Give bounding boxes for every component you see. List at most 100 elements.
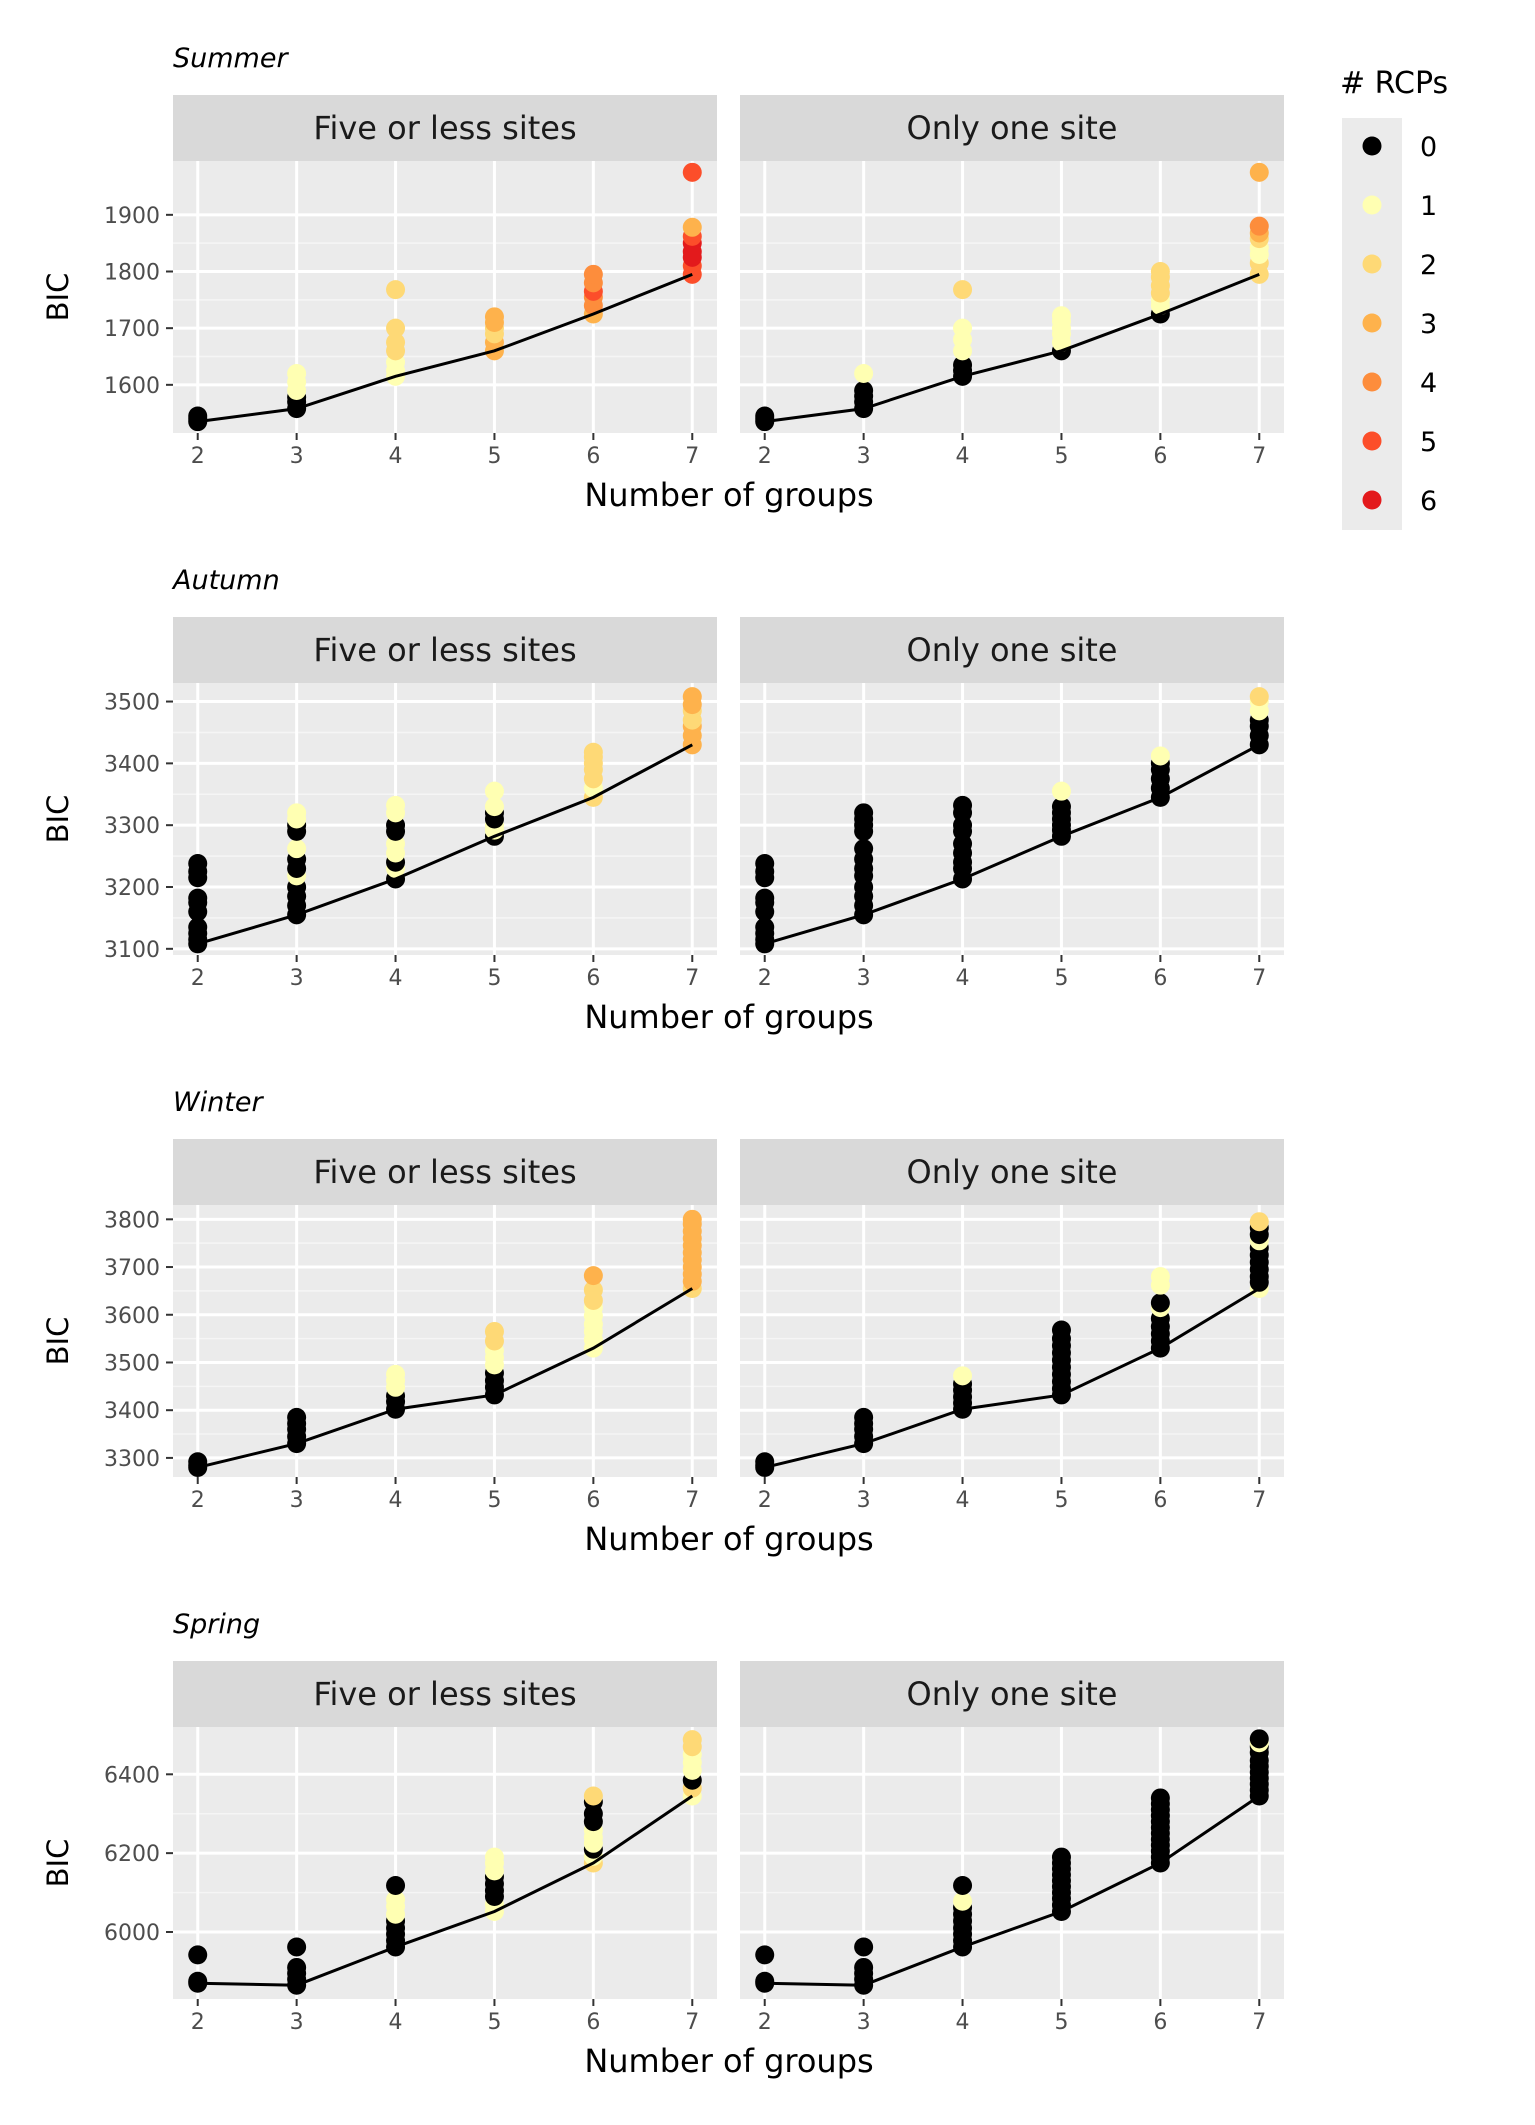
season-block-autumn: Autumn BIC Number of groups Five or less si… [41, 565, 1284, 1036]
data-point [386, 795, 406, 815]
season-title: Summer [173, 43, 289, 74]
data-point [287, 839, 307, 859]
data-point [1249, 687, 1269, 707]
y-tick-label: 3500 [104, 1351, 160, 1376]
x-tick-label: 6 [586, 1488, 600, 1513]
data-point [287, 1957, 307, 1977]
x-tick-label: 4 [389, 966, 403, 991]
x-tick-label: 3 [290, 966, 304, 991]
x-axis-label: Number of groups [584, 2042, 873, 2080]
x-tick-label: 4 [956, 444, 970, 469]
x-tick-label: 3 [857, 1488, 871, 1513]
y-axis-label: BIC [41, 1839, 75, 1888]
x-tick-label: 7 [1252, 444, 1266, 469]
facet-strip [740, 1139, 1284, 1205]
facet-panel-five-or-less-sites: Five or less sites 2 3 4 5 6 7 3300 3400 3500 3600… [104, 1139, 717, 1513]
facet-strip-label: Five or less sites [313, 1675, 576, 1713]
facet-strip [173, 617, 717, 683]
y-tick-label: 3700 [104, 1256, 160, 1281]
data-point [188, 1452, 208, 1472]
facet-strip [740, 617, 1284, 683]
facet-strip-label: Only one site [907, 109, 1118, 147]
data-point [1150, 1267, 1170, 1287]
y-axis-label: BIC [41, 795, 75, 844]
x-tick-label: 5 [1054, 1488, 1068, 1513]
data-point [386, 318, 406, 338]
season-title: Winter [173, 1087, 265, 1118]
season-title: Autumn [171, 565, 280, 596]
x-tick-label: 7 [685, 2010, 699, 2035]
data-point [854, 1407, 874, 1427]
x-tick-label: 2 [758, 444, 772, 469]
data-point [583, 1266, 603, 1286]
legend-key-6 [1362, 490, 1382, 510]
legend-key-4 [1362, 372, 1382, 392]
x-tick-label: 4 [389, 2010, 403, 2035]
facet-strip-label: Five or less sites [313, 109, 576, 147]
data-point [1150, 1788, 1170, 1808]
legend-title: # RCPs [1340, 66, 1448, 101]
facet-strip-label: Only one site [907, 1675, 1118, 1713]
data-point [1150, 262, 1170, 281]
data-point [755, 1452, 775, 1472]
min-bic-line [197, 1794, 694, 1987]
data-point [682, 217, 702, 237]
x-tick-label: 7 [685, 1488, 699, 1513]
data-point [386, 1364, 406, 1384]
x-tick-label: 2 [758, 966, 772, 991]
data-point [1051, 1847, 1071, 1867]
data-point [386, 1875, 406, 1895]
facet-panel-only-one-site: Only one site 2 3 4 5 6 7 [740, 95, 1284, 469]
y-tick-label: 1600 [104, 374, 160, 399]
x-tick-label: 5 [487, 966, 501, 991]
x-tick-label: 5 [1054, 966, 1068, 991]
data-point [188, 1971, 208, 1991]
y-tick-label: 6200 [104, 1842, 160, 1867]
x-tick-label: 2 [191, 444, 205, 469]
data-point [854, 381, 874, 400]
facet-panel-only-one-site: Only one site 2 3 4 5 6 7 [740, 1139, 1284, 1513]
data-point [755, 1971, 775, 1991]
data-point [755, 888, 775, 908]
x-tick-label: 3 [857, 444, 871, 469]
panel-background [173, 161, 717, 433]
x-tick-label: 2 [758, 2010, 772, 2035]
x-tick-label: 6 [1153, 1488, 1167, 1513]
x-tick-label: 5 [487, 2010, 501, 2035]
data-point [1051, 797, 1071, 817]
facet-panel-five-or-less-sites: Five or less sites 2 3 4 5 6 7 3100 3200 3300 3400… [104, 617, 717, 991]
data-point [953, 795, 973, 815]
facet-strip-label: Only one site [907, 1153, 1118, 1191]
y-tick-label: 3600 [104, 1304, 160, 1329]
x-tick-label: 7 [1252, 1488, 1266, 1513]
x-tick-label: 7 [685, 966, 699, 991]
data-point [188, 406, 208, 426]
data-point [755, 854, 775, 874]
data-point [484, 1847, 504, 1867]
min-bic-line [197, 743, 693, 946]
panel-background [173, 1205, 717, 1477]
data-point [1249, 216, 1269, 236]
x-tick-label: 3 [290, 444, 304, 469]
legend-key-2 [1362, 254, 1382, 274]
data-point [188, 1945, 208, 1965]
panel-background [173, 1727, 717, 1999]
x-tick-label: 3 [290, 2010, 304, 2035]
data-point [1249, 1729, 1269, 1749]
legend-label: 5 [1420, 427, 1437, 458]
data-point [953, 1366, 973, 1386]
data-point [854, 839, 874, 859]
data-point [1249, 162, 1269, 182]
y-tick-label: 3800 [104, 1208, 160, 1233]
y-tick-label: 6400 [104, 1763, 160, 1788]
legend-key-3 [1362, 313, 1382, 333]
data-point [854, 364, 874, 383]
x-tick-label: 7 [1252, 966, 1266, 991]
data-point [287, 803, 307, 823]
data-point [682, 162, 702, 182]
min-bic-line [764, 272, 1260, 424]
facet-panel-only-one-site: Only one site 2 3 4 5 6 7 [740, 617, 1284, 991]
legend-label: 3 [1420, 309, 1437, 340]
panel-background [740, 1727, 1284, 1999]
